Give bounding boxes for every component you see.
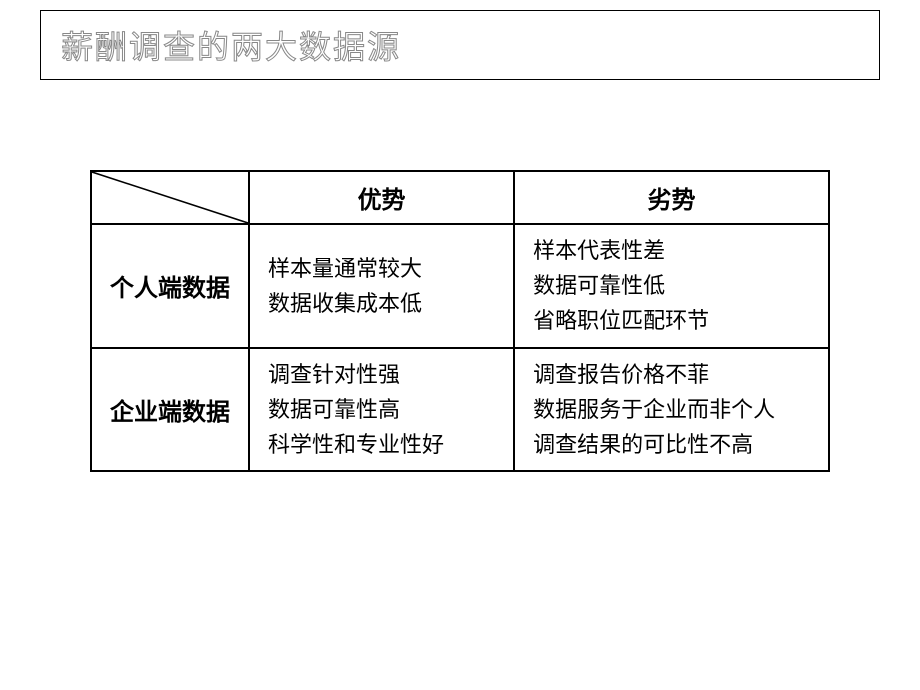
content-line: 科学性和专业性好 — [268, 427, 495, 462]
content-line: 数据服务于企业而非个人 — [533, 392, 810, 427]
content-line: 样本代表性差 — [533, 233, 810, 268]
table-header-row: 优势 劣势 — [91, 171, 829, 224]
comparison-table: 优势 劣势 个人端数据 样本量通常较大 数据收集成本低 样本代表性差 数据可靠性… — [90, 170, 830, 472]
cell-enterprise-advantage: 调查针对性强 数据可靠性高 科学性和专业性好 — [249, 348, 514, 472]
column-header-disadvantage: 劣势 — [514, 171, 829, 224]
row-header-enterprise: 企业端数据 — [91, 348, 249, 472]
cell-personal-advantage: 样本量通常较大 数据收集成本低 — [249, 224, 514, 348]
cell-enterprise-disadvantage: 调查报告价格不菲 数据服务于企业而非个人 调查结果的可比性不高 — [514, 348, 829, 472]
content-line: 数据可靠性低 — [533, 268, 810, 303]
content-line: 省略职位匹配环节 — [533, 303, 810, 338]
content-line: 数据收集成本低 — [268, 286, 495, 321]
table-row: 个人端数据 样本量通常较大 数据收集成本低 样本代表性差 数据可靠性低 省略职位… — [91, 224, 829, 348]
diagonal-header-cell — [91, 171, 249, 224]
column-header-advantage: 优势 — [249, 171, 514, 224]
content-line: 调查结果的可比性不高 — [533, 427, 810, 462]
cell-personal-disadvantage: 样本代表性差 数据可靠性低 省略职位匹配环节 — [514, 224, 829, 348]
content-line: 调查报告价格不菲 — [533, 357, 810, 392]
content-line: 调查针对性强 — [268, 357, 495, 392]
table-row: 企业端数据 调查针对性强 数据可靠性高 科学性和专业性好 调查报告价格不菲 数据… — [91, 348, 829, 472]
content-line: 样本量通常较大 — [268, 251, 495, 286]
title-container: 薪酬调查的两大数据源 — [40, 10, 880, 80]
page-title: 薪酬调查的两大数据源 — [61, 22, 401, 68]
content-line: 数据可靠性高 — [268, 392, 495, 427]
row-header-personal: 个人端数据 — [91, 224, 249, 348]
